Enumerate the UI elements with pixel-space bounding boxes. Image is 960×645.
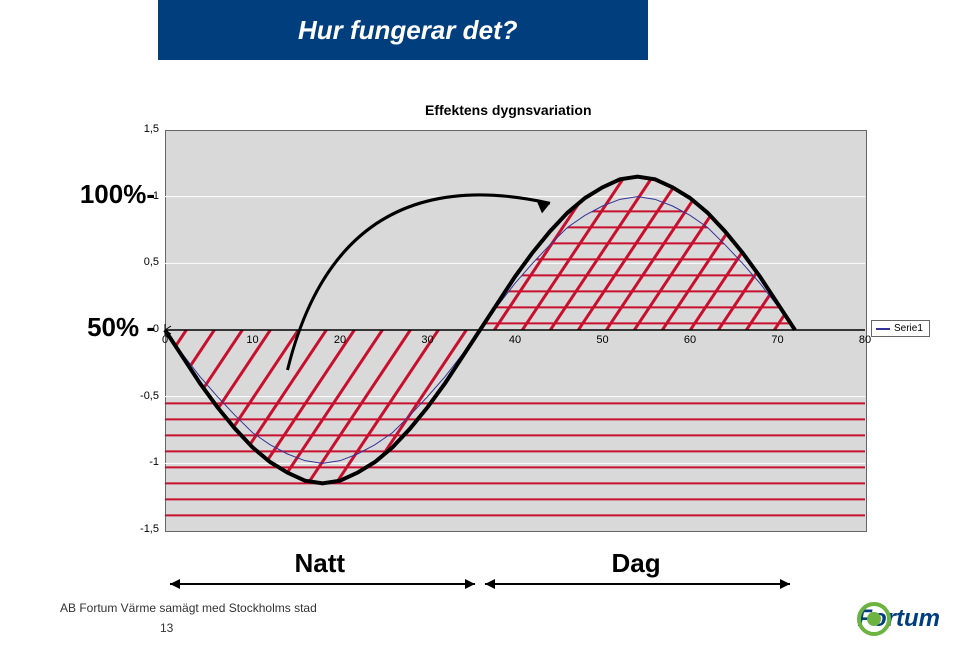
fortum-logo-icon	[857, 602, 891, 636]
period-arrows	[0, 0, 960, 645]
fortum-logo: Fortum	[857, 605, 940, 633]
footer-text: AB Fortum Värme samägt med Stockholms st…	[60, 601, 317, 615]
page-number: 13	[160, 621, 173, 635]
